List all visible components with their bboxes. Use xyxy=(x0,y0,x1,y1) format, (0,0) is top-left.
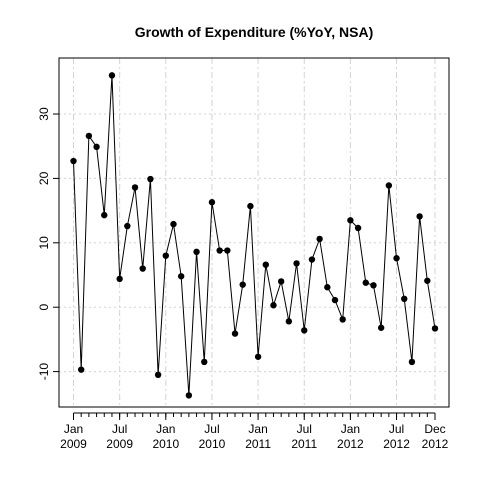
data-point xyxy=(239,281,246,288)
x-tick-label-month: Jan xyxy=(248,422,267,436)
data-point xyxy=(247,202,254,210)
plot-frame xyxy=(58,57,450,408)
x-tick-label-year: 2010 xyxy=(199,437,226,451)
data-point xyxy=(162,252,169,259)
x-tick-label-month: Jan xyxy=(156,422,175,436)
data-point xyxy=(270,302,277,309)
data-point xyxy=(93,143,100,151)
data-point xyxy=(216,247,223,254)
y-tick-label: 10 xyxy=(37,236,51,250)
x-tick-label-year: 2011 xyxy=(245,437,271,451)
data-point xyxy=(301,327,308,334)
data-point xyxy=(193,248,200,256)
x-tick-label-month: Jan xyxy=(341,422,360,436)
data-point xyxy=(308,256,316,263)
data-point xyxy=(262,261,269,268)
data-point xyxy=(347,217,354,224)
data-point xyxy=(154,371,162,379)
y-tick-label: -10 xyxy=(37,363,51,381)
data-point xyxy=(185,392,193,399)
x-tick-label-month: Jul xyxy=(297,422,312,436)
data-point xyxy=(170,220,177,228)
x-tick-label-year: 2011 xyxy=(291,437,317,451)
data-point xyxy=(147,175,154,183)
data-point xyxy=(277,278,285,285)
data-point xyxy=(370,282,377,289)
data-point xyxy=(254,353,262,360)
data-point xyxy=(416,213,423,220)
data-point xyxy=(285,318,293,325)
series-points-group xyxy=(70,72,439,399)
data-point xyxy=(339,316,346,323)
data-point xyxy=(316,235,323,243)
data-point xyxy=(431,325,439,332)
data-point xyxy=(139,265,146,272)
series-line xyxy=(73,75,436,396)
data-point xyxy=(208,199,216,206)
data-point xyxy=(131,184,139,191)
data-point xyxy=(231,330,239,337)
series-line-group xyxy=(73,75,436,396)
data-point xyxy=(124,222,131,230)
data-point xyxy=(324,284,331,291)
data-point xyxy=(354,224,362,232)
x-tick-label-year: 2010 xyxy=(152,437,179,451)
data-point xyxy=(85,132,93,140)
data-point xyxy=(424,277,431,284)
x-tick-label-month: Dec xyxy=(424,422,445,436)
x-tick-label-year: 2009 xyxy=(60,437,87,451)
x-tick-label-year: 2012 xyxy=(337,437,364,451)
data-point xyxy=(101,211,108,219)
x-tick-label-month: Jul xyxy=(204,422,219,436)
data-point xyxy=(108,72,116,79)
data-point xyxy=(177,273,185,280)
x-tick-label-month: Jul xyxy=(112,422,127,436)
x-tick-label-month: Jan xyxy=(64,422,83,436)
data-point xyxy=(70,157,77,165)
data-point xyxy=(385,182,393,189)
data-point xyxy=(401,295,408,303)
data-point xyxy=(331,296,339,304)
data-point xyxy=(201,358,208,366)
y-tick-label: 30 xyxy=(37,107,51,121)
data-point xyxy=(393,255,400,262)
y-tick-label: 0 xyxy=(37,304,51,311)
x-tick-label-month: Jul xyxy=(389,422,404,436)
y-tick-label: 20 xyxy=(37,171,51,185)
data-point xyxy=(408,358,416,366)
grid-lines xyxy=(59,58,449,407)
data-point xyxy=(116,275,123,283)
x-tick-label-year: 2012 xyxy=(383,437,410,451)
y-axis: -10 0 10 20 30 xyxy=(37,107,59,380)
data-point xyxy=(224,247,231,254)
x-axis: Jan2009Jul2009Jan2010Jul2010Jan2011Jul20… xyxy=(60,412,449,451)
x-tick-label-year: 2009 xyxy=(106,437,133,451)
data-point xyxy=(377,324,385,331)
data-point xyxy=(77,366,85,373)
chart-title: Growth of Expenditure (%YoY, NSA) xyxy=(135,24,374,40)
x-tick-label-year: 2012 xyxy=(422,437,449,451)
data-point xyxy=(293,260,300,267)
data-point xyxy=(362,279,369,286)
